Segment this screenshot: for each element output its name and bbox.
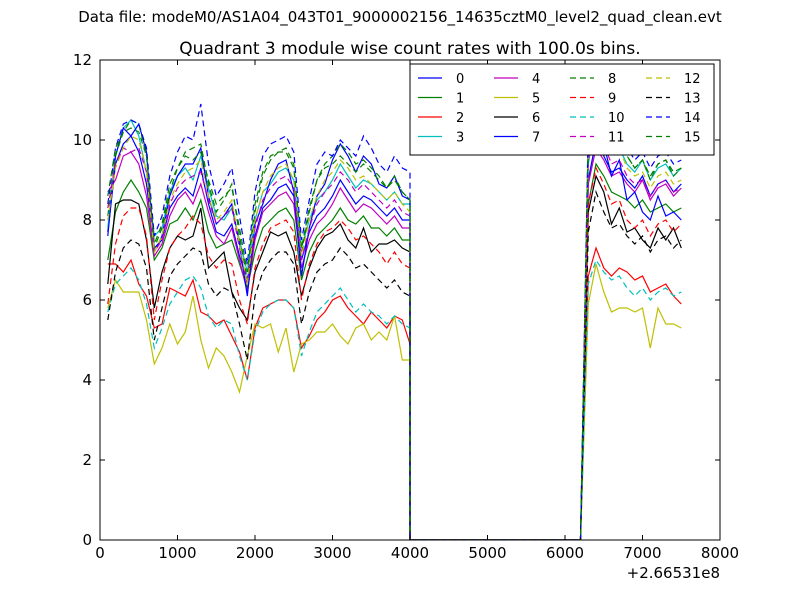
y-tick-label: 4 [82, 371, 92, 389]
series-line-15 [107, 95, 682, 540]
y-tick-label: 10 [73, 131, 92, 149]
legend-label-8: 8 [608, 72, 616, 87]
series-line-12 [107, 103, 682, 540]
legend-label-2: 2 [456, 111, 464, 126]
x-tick-label: 0 [95, 544, 105, 562]
x-tick-label: 8000 [701, 544, 739, 562]
series-line-5 [107, 263, 682, 540]
legend-label-6: 6 [532, 111, 540, 126]
legend-label-15: 15 [684, 131, 701, 146]
y-tick-label: 0 [82, 531, 92, 549]
series-line-6 [107, 174, 682, 540]
legend-label-12: 12 [684, 72, 701, 87]
legend-label-1: 1 [456, 92, 464, 107]
legend-label-14: 14 [684, 111, 701, 126]
legend-label-5: 5 [532, 92, 540, 107]
y-tick-label: 12 [73, 51, 92, 69]
x-tick-label: 5000 [468, 544, 506, 562]
legend-label-4: 4 [532, 72, 540, 87]
y-tick-label: 8 [82, 211, 92, 229]
x-tick-label: 1000 [158, 544, 196, 562]
series-line-4 [107, 146, 682, 540]
data-file-suptitle: Data file: modeM0/AS1A04_043T01_90000021… [78, 8, 722, 26]
legend-label-7: 7 [532, 131, 540, 146]
series-line-3 [107, 118, 682, 540]
legend-label-11: 11 [608, 131, 625, 146]
x-tick-label: 6000 [546, 544, 584, 562]
series-line-8 [107, 87, 682, 540]
series-line-11 [107, 121, 682, 540]
x-axis-offset-label: +2.66531e8 [627, 564, 720, 582]
legend-label-10: 10 [608, 111, 625, 126]
legend-label-3: 3 [456, 131, 464, 146]
legend-frame [409, 63, 715, 156]
x-tick-label: 4000 [391, 544, 429, 562]
axes-layer: 0 1000 2000 3000 4000 5000 6000 7000 80000246810… [73, 51, 739, 562]
series-layer [107, 87, 682, 540]
series-line-9 [107, 166, 682, 540]
chart-title: Quadrant 3 module wise count rates with … [179, 39, 640, 59]
x-tick-label: 2000 [236, 544, 274, 562]
x-tick-label: 3000 [313, 544, 351, 562]
legend-label-9: 9 [608, 92, 616, 107]
series-line-2 [107, 246, 682, 540]
legend-label-13: 13 [684, 92, 701, 107]
legend-label-0: 0 [456, 72, 464, 87]
series-line-13 [107, 189, 682, 540]
x-tick-label: 7000 [623, 544, 661, 562]
y-tick-label: 2 [82, 451, 92, 469]
y-tick-label: 6 [82, 291, 92, 309]
series-line-1 [107, 162, 682, 540]
series-line-10 [107, 258, 682, 540]
